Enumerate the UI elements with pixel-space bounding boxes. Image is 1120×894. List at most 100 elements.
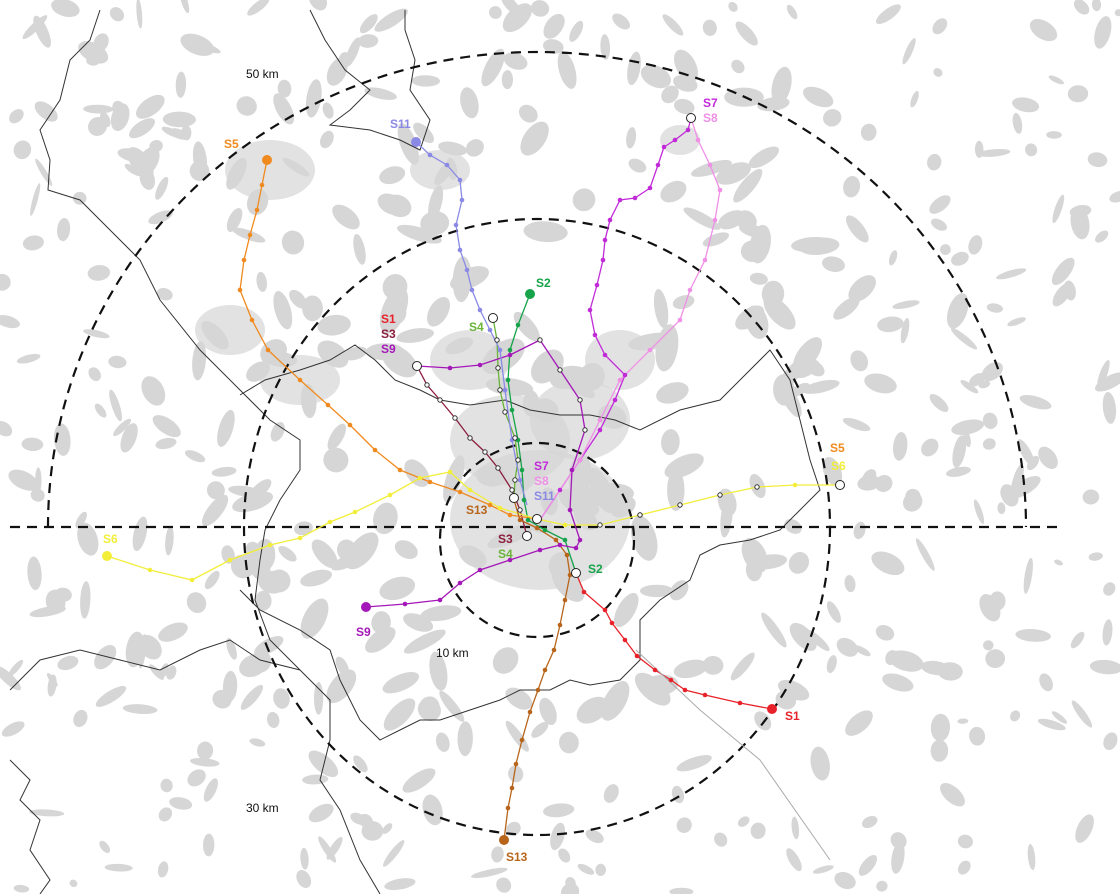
- settlement-patch: [661, 429, 680, 456]
- settlement-patch: [109, 389, 122, 422]
- settlement-patch: [664, 453, 704, 479]
- settlement-patch: [979, 594, 1001, 622]
- settlement-patch: [57, 442, 67, 455]
- station-s4: [512, 477, 518, 483]
- settlement-patch: [120, 423, 138, 453]
- settlement-patch: [300, 598, 329, 639]
- settlement-patch: [439, 690, 465, 722]
- settlement-patch: [900, 318, 910, 344]
- station-s2: [525, 517, 531, 523]
- station-s1: [737, 700, 743, 706]
- station-s3: [517, 507, 523, 513]
- settlement-patch: [397, 224, 442, 244]
- settlement-patch: [51, 0, 80, 18]
- station-s6: [637, 512, 643, 518]
- settlement-patch: [112, 100, 129, 122]
- settlement-patch: [99, 840, 111, 853]
- settlement-patch: [502, 3, 533, 33]
- settlement-patch: [411, 75, 441, 87]
- settlement-patch: [383, 840, 405, 867]
- station-s6: [189, 577, 195, 583]
- settlement-patch: [822, 256, 845, 273]
- settlement-patch: [296, 870, 312, 888]
- label-center-s13: S13: [466, 503, 488, 517]
- settlement-patch: [505, 720, 529, 752]
- station-s11: [517, 477, 523, 483]
- settlement-patch: [860, 123, 877, 141]
- settlement-patch: [249, 738, 266, 747]
- settlement-patch: [189, 757, 220, 767]
- settlement-patch: [885, 650, 898, 666]
- settlement-patch: [1075, 814, 1094, 843]
- settlement-patch: [270, 422, 285, 442]
- settlement-patch: [135, 94, 165, 119]
- settlement-patch: [0, 273, 11, 291]
- station-s9: [582, 427, 588, 433]
- station-s9: [577, 397, 583, 403]
- station-s7: [607, 217, 613, 223]
- settlement-patch: [557, 51, 577, 89]
- settlement-patch: [702, 232, 730, 247]
- settlement-patch: [383, 698, 416, 731]
- settlement-patch: [802, 86, 834, 108]
- station-s6: [562, 522, 568, 528]
- settlement-patch: [523, 221, 568, 243]
- terminal-s1: [767, 704, 777, 714]
- settlement-patch: [672, 295, 695, 310]
- settlement-patch: [1029, 19, 1058, 42]
- station-s9: [447, 365, 453, 371]
- settlement-patch: [345, 532, 379, 570]
- settlement-patch: [539, 697, 557, 726]
- settlement-patch: [78, 41, 109, 64]
- settlement-patch: [124, 163, 141, 176]
- settlement-patch: [775, 690, 797, 710]
- settlement-patch: [470, 867, 508, 879]
- settlement-patch: [308, 750, 339, 778]
- station-s5: [254, 207, 260, 213]
- settlement-patch: [1046, 131, 1062, 139]
- station-s13: [517, 517, 523, 523]
- settlement-patch: [1051, 257, 1075, 286]
- settlement-patch: [94, 644, 117, 670]
- station-s6: [227, 557, 233, 563]
- station-s13: [564, 552, 570, 558]
- distance-label-50km: 50 km: [246, 67, 279, 81]
- settlement-patch: [149, 140, 163, 153]
- settlement-patch: [1070, 631, 1085, 649]
- settlement-patch: [506, 821, 521, 836]
- station-s8: [577, 457, 583, 463]
- settlement-patch: [561, 883, 580, 894]
- label-s6-west: S6: [103, 532, 118, 546]
- settlement-patch: [927, 153, 942, 171]
- station-s2: [519, 467, 525, 473]
- settlement-patch: [843, 175, 861, 198]
- settlement-patch: [169, 797, 193, 810]
- settlement-patch: [667, 469, 685, 512]
- settlement-patch: [858, 854, 878, 876]
- rail-line-s5: [239, 159, 538, 520]
- settlement-patch: [30, 488, 45, 502]
- settlement-patch: [122, 704, 158, 715]
- settlement-patch: [1007, 317, 1026, 327]
- settlement-patch: [396, 328, 434, 343]
- settlement-patch: [871, 551, 905, 576]
- settlement-patch: [155, 437, 177, 450]
- settlement-patch: [845, 710, 873, 736]
- station-s9: [537, 547, 543, 553]
- settlement-patch: [1052, 282, 1072, 307]
- settlement-patch: [113, 418, 132, 437]
- border-south-west: [9, 639, 301, 691]
- label-s2-end: S2: [536, 276, 551, 290]
- settlement-patch: [932, 18, 948, 35]
- station-s5: [427, 479, 433, 485]
- station-s6: [717, 492, 723, 498]
- settlement-patch: [630, 515, 658, 561]
- settlement-patch: [530, 0, 550, 17]
- station-s2: [542, 527, 548, 533]
- station-s8: [597, 417, 603, 423]
- settlement-patch: [327, 423, 347, 451]
- settlement-patch: [1097, 360, 1110, 389]
- settlement-patch: [1094, 372, 1120, 392]
- ring-10km: [438, 441, 636, 639]
- settlement-patch: [335, 656, 349, 676]
